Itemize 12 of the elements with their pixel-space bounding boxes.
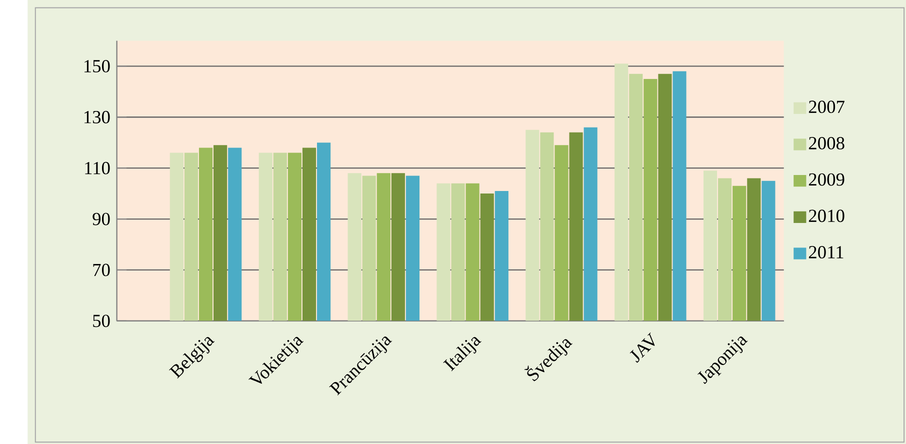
x-tick-label: JAV: [630, 332, 655, 363]
legend-label: 2007: [808, 100, 844, 114]
y-tick-label: 130: [84, 110, 110, 124]
y-tick-label: 50: [93, 314, 110, 328]
legend-label: 2009: [808, 173, 844, 186]
y-tick-label: 70: [93, 264, 110, 276]
legend-label: 2011: [808, 246, 844, 258]
legend-label: 2008: [808, 136, 844, 150]
legend-label: 2010: [808, 210, 844, 222]
y-tick-label: 110: [85, 162, 110, 174]
y-tick-label: 90: [92, 212, 110, 226]
y-tick-label: 150: [84, 60, 110, 72]
